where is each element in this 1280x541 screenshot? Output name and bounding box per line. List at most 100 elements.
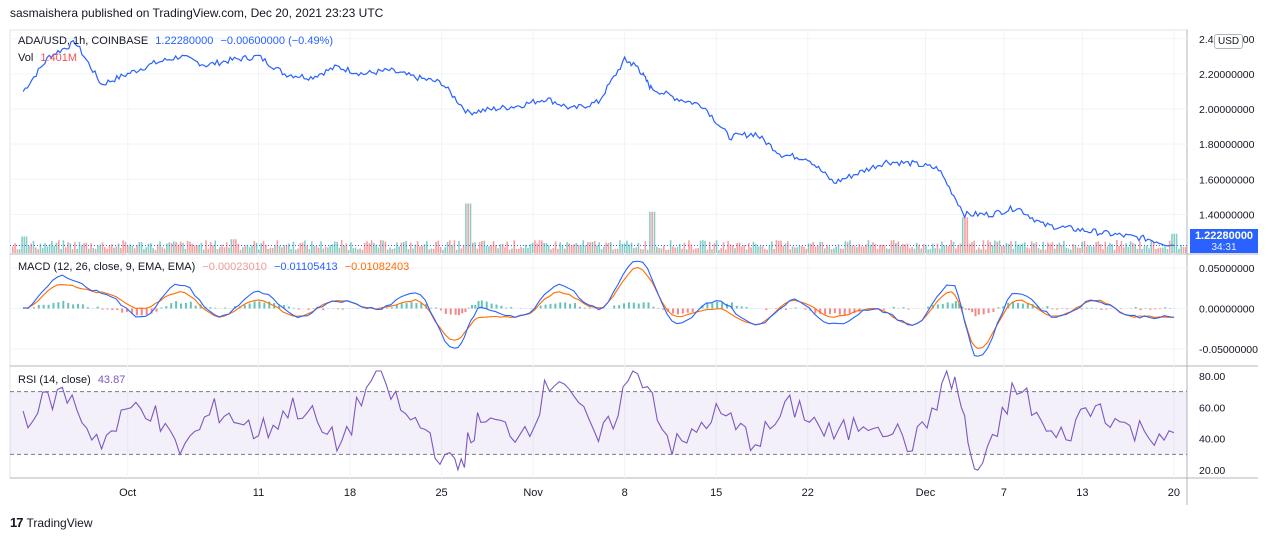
volume-bar <box>124 241 127 253</box>
volume-bar <box>1106 246 1109 253</box>
macd-histogram-bar <box>657 307 660 309</box>
volume-bar <box>1083 240 1086 253</box>
x-tick-label: 11 <box>253 487 264 499</box>
volume-bar <box>720 248 722 253</box>
volume-bar <box>575 242 578 253</box>
volume-bar <box>605 242 607 253</box>
symbol-label[interactable]: ADA/USD, 1h, COINBASE <box>18 35 149 47</box>
volume-bar <box>610 242 612 253</box>
macd-histogram-bar <box>454 308 457 315</box>
volume-bar <box>1014 240 1017 253</box>
volume-bar <box>780 240 782 253</box>
macd-histogram-bar <box>833 308 836 314</box>
volume-bar <box>1081 241 1084 253</box>
macd-histogram-bar <box>559 302 562 309</box>
volume-bar <box>1178 248 1180 253</box>
volume-bar <box>851 245 854 253</box>
volume-bar <box>863 246 865 253</box>
volume-bar <box>239 249 242 253</box>
volume-bar <box>527 247 529 253</box>
volume-label: Vol <box>18 52 34 64</box>
volume-bar <box>872 242 874 253</box>
volume-bar <box>524 244 527 253</box>
macd-histogram-bar <box>248 303 251 309</box>
volume-bar <box>60 249 62 253</box>
currency-badge[interactable]: USD <box>1214 34 1244 49</box>
macd-histogram-bar <box>828 308 831 315</box>
macd-histogram-bar <box>505 307 508 309</box>
volume-bar <box>69 243 72 253</box>
volume-bar <box>534 240 536 253</box>
price-y-tick: 2.20000000 <box>1199 69 1255 81</box>
volume-bar <box>826 245 828 253</box>
volume-bar <box>541 240 543 253</box>
macd-y-tick: 0.00000000 <box>1199 303 1255 315</box>
volume-bar <box>1132 242 1134 253</box>
volume-bar <box>1102 249 1104 253</box>
volume-bar <box>469 203 472 253</box>
price-legend[interactable]: ADA/USD, 1h, COINBASE 1.22280000 −0.0060… <box>18 35 337 47</box>
macd-histogram-bar <box>268 301 271 309</box>
volume-bar <box>12 246 14 253</box>
volume-bar <box>375 244 377 253</box>
macd-histogram-bar <box>814 308 817 314</box>
volume-bar <box>315 245 318 253</box>
volume-bar <box>78 241 81 253</box>
macd-histogram-bar <box>569 303 572 309</box>
volume-bar <box>582 240 584 253</box>
macd-histogram-bar <box>951 303 954 309</box>
volume-bar <box>283 245 285 253</box>
macd-histogram-bar <box>954 301 957 309</box>
volume-bar <box>499 244 502 253</box>
volume-bar <box>584 245 587 253</box>
volume-bar <box>858 244 860 253</box>
volume-bar <box>497 248 499 253</box>
volume-bar <box>621 243 624 253</box>
brand-name[interactable]: TradingView <box>26 515 93 530</box>
macd-legend[interactable]: MACD (12, 26, close, 9, EMA, EMA) −0.000… <box>18 261 413 273</box>
volume-bar <box>531 242 534 253</box>
volume-bar <box>961 217 964 253</box>
macd-histogram-bar <box>510 307 513 309</box>
volume-bar <box>492 241 495 253</box>
volume-bar <box>906 243 909 253</box>
macd-histogram-bar <box>967 308 970 311</box>
volume-bar <box>163 248 166 253</box>
volume-bar <box>53 246 55 253</box>
macd-histogram-bar <box>642 302 645 309</box>
volume-bar <box>322 248 325 253</box>
volume-bar <box>536 243 538 253</box>
volume-bar <box>823 248 826 253</box>
volume-bar <box>653 211 656 253</box>
macd-histogram-bar <box>189 301 192 309</box>
volume-bar <box>662 245 665 253</box>
volume-bar <box>1090 246 1093 253</box>
macd-histogram-bar <box>613 305 616 309</box>
volume-bar <box>674 247 676 253</box>
volume-bar <box>92 247 95 253</box>
volume-bar <box>423 244 426 253</box>
volume-bar <box>656 246 658 253</box>
volume-bar <box>58 240 60 253</box>
macd-histogram-bar <box>77 303 80 309</box>
volume-bar <box>727 240 729 253</box>
volume-bar <box>1070 249 1072 253</box>
volume-bar <box>564 248 566 253</box>
volume-bar <box>932 243 934 253</box>
volume-bar <box>1159 247 1162 253</box>
volume-bar <box>255 242 258 253</box>
volume-bar <box>1040 249 1042 253</box>
macd-histogram-bar <box>726 303 729 309</box>
macd-histogram-bar <box>1046 306 1049 309</box>
rsi-legend[interactable]: RSI (14, close) 43.87 <box>18 374 129 386</box>
volume-bar <box>699 240 702 253</box>
volume-bar <box>1001 246 1003 253</box>
volume-bar <box>451 245 453 253</box>
volume-bar <box>750 247 752 253</box>
footer[interactable]: 17 TradingView <box>10 515 93 530</box>
volume-bar <box>127 245 129 253</box>
volume-legend[interactable]: Vol 1.401M <box>18 52 81 64</box>
volume-bar <box>1074 245 1077 253</box>
macd-histogram-bar <box>160 307 163 309</box>
